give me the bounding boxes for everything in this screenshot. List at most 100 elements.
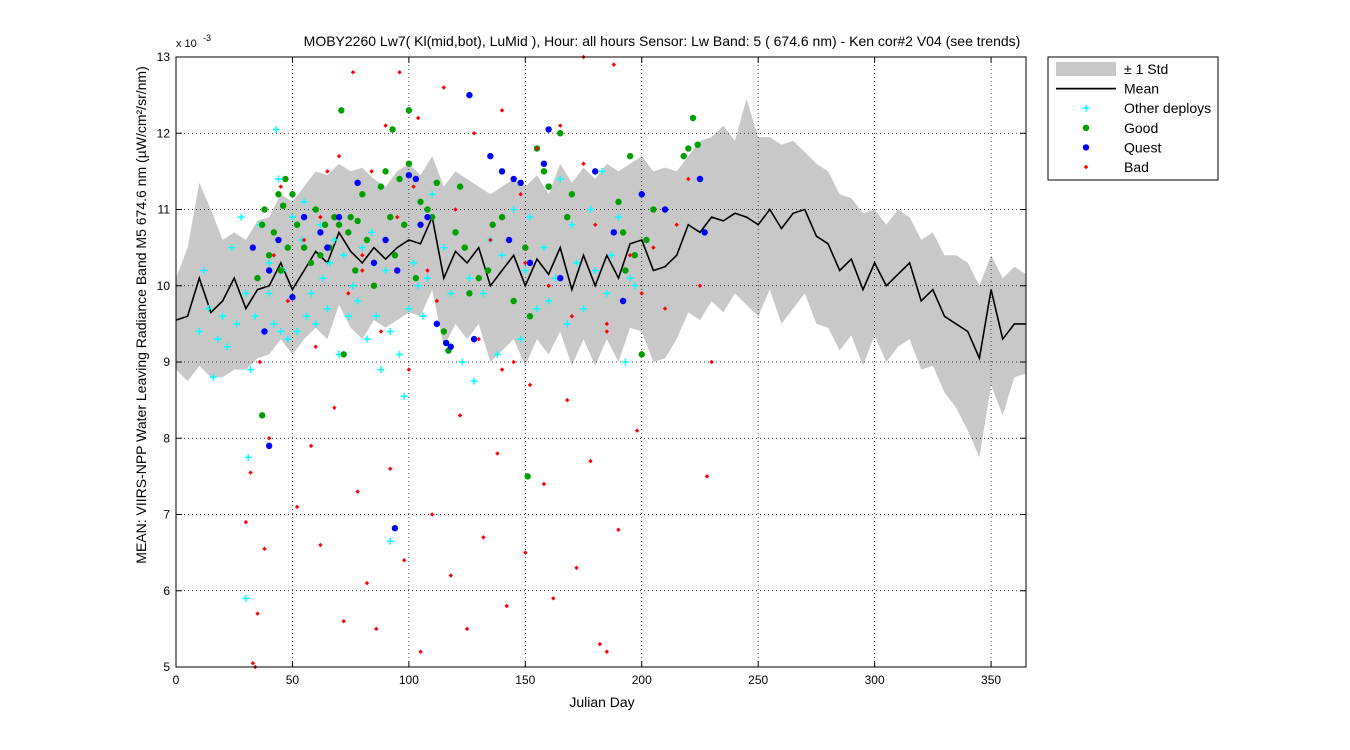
- good-point: [345, 229, 352, 236]
- other-deploys-point: [319, 274, 327, 282]
- good-point: [522, 244, 529, 251]
- x-tick-label: 50: [286, 673, 300, 687]
- other-deploys-point: [354, 297, 362, 305]
- good-point: [428, 213, 436, 221]
- bad-point: [441, 85, 447, 90]
- other-deploys-point: [205, 305, 213, 313]
- good-point: [377, 183, 385, 190]
- bad-point: [639, 291, 644, 296]
- y-tick-label: 8: [163, 431, 170, 445]
- other-deploys-point: [302, 312, 310, 320]
- x-tick-label: 300: [865, 673, 885, 687]
- bad-point: [313, 344, 318, 349]
- good-point: [524, 473, 531, 480]
- quest-point: [466, 91, 473, 99]
- good-point: [289, 191, 296, 198]
- good-point: [564, 213, 571, 221]
- other-deploys-point: [272, 125, 280, 133]
- other-deploys-point: [517, 335, 525, 343]
- other-deploys-point: [621, 358, 629, 366]
- y-tick-label: 7: [163, 508, 170, 522]
- bad-point: [374, 626, 379, 632]
- quest-point: [696, 175, 704, 183]
- other-deploys-point: [200, 267, 208, 274]
- bad-point: [634, 428, 640, 433]
- other-deploys-point: [277, 328, 285, 335]
- y-exponent: x 10 -3: [176, 33, 211, 50]
- bad-point: [388, 466, 393, 471]
- good-point: [622, 267, 629, 274]
- good-point: [277, 267, 284, 274]
- bad-point: [378, 329, 384, 334]
- legend-label-other-deploys: Other deploys: [1124, 100, 1211, 116]
- other-deploys-point: [195, 328, 203, 335]
- legend-label-quest: Quest: [1124, 139, 1161, 155]
- good-point: [340, 351, 347, 358]
- bad-point: [262, 546, 267, 552]
- x-axis-label: Julian Day: [569, 694, 634, 710]
- other-deploys-point: [242, 289, 250, 297]
- quest-point: [661, 206, 669, 213]
- other-deploys-point: [521, 267, 529, 274]
- good-point: [261, 206, 268, 213]
- quest-point: [510, 175, 517, 183]
- x-tick-label: 200: [632, 673, 652, 687]
- good-point: [412, 274, 420, 282]
- y-exponent-power: -3: [203, 33, 211, 43]
- x-tick-label: 0: [173, 673, 180, 687]
- chart-title: MOBY2260 Lw7( Kl(mid,bot), LuMid ), Hour…: [304, 33, 1021, 49]
- good-point: [452, 229, 459, 236]
- bad-point: [651, 245, 656, 250]
- quest-point: [391, 525, 399, 532]
- other-deploys-point: [400, 392, 408, 400]
- other-deploys-point: [214, 335, 222, 343]
- quest-point: [324, 244, 331, 251]
- quest-point: [442, 339, 450, 347]
- other-deploys-point: [300, 198, 308, 206]
- other-deploys-point: [326, 259, 334, 267]
- other-deploys-point: [573, 259, 581, 267]
- other-deploys-point: [386, 328, 394, 335]
- legend-swatch-other-deploys: [1082, 104, 1090, 112]
- y-tick-label: 12: [157, 126, 171, 140]
- bad-point: [255, 611, 260, 616]
- bad-point: [294, 504, 300, 510]
- other-deploys-point: [386, 537, 394, 545]
- good-point: [631, 252, 638, 259]
- quest-point: [335, 213, 343, 221]
- other-deploys-point: [414, 282, 422, 290]
- other-deploys-point: [440, 244, 448, 252]
- bad-point: [616, 527, 621, 532]
- bad-point: [523, 260, 528, 266]
- bad-point: [581, 161, 586, 166]
- good-point: [424, 206, 431, 213]
- other-deploys-point: [223, 343, 231, 351]
- other-deploys-point: [568, 221, 576, 229]
- quest-point: [289, 293, 296, 301]
- other-deploys-point: [244, 453, 252, 461]
- legend-swatch-good: [1082, 124, 1090, 131]
- mean-line: [175, 208, 1026, 361]
- good-point: [279, 202, 287, 209]
- good-point: [284, 244, 291, 251]
- quest-point: [249, 244, 257, 251]
- bad-point: [360, 253, 365, 258]
- bad-point: [697, 283, 703, 288]
- bad-point: [257, 359, 263, 365]
- quest-point: [701, 229, 708, 236]
- other-deploys-point: [274, 175, 282, 183]
- good-point: [689, 114, 697, 122]
- bad-point: [429, 512, 435, 517]
- bad-point: [662, 306, 668, 311]
- legend-swatch-quest: [1082, 144, 1090, 151]
- quest-point: [317, 229, 324, 236]
- other-deploys-point: [349, 282, 357, 290]
- bad-point: [518, 192, 523, 197]
- good-point: [417, 198, 424, 206]
- good-point: [321, 221, 329, 228]
- other-deploys-point: [358, 244, 366, 252]
- quest-point: [505, 236, 513, 244]
- x-tick-label: 250: [748, 673, 768, 687]
- good-point: [265, 252, 273, 259]
- y-tick-label: 6: [163, 584, 170, 598]
